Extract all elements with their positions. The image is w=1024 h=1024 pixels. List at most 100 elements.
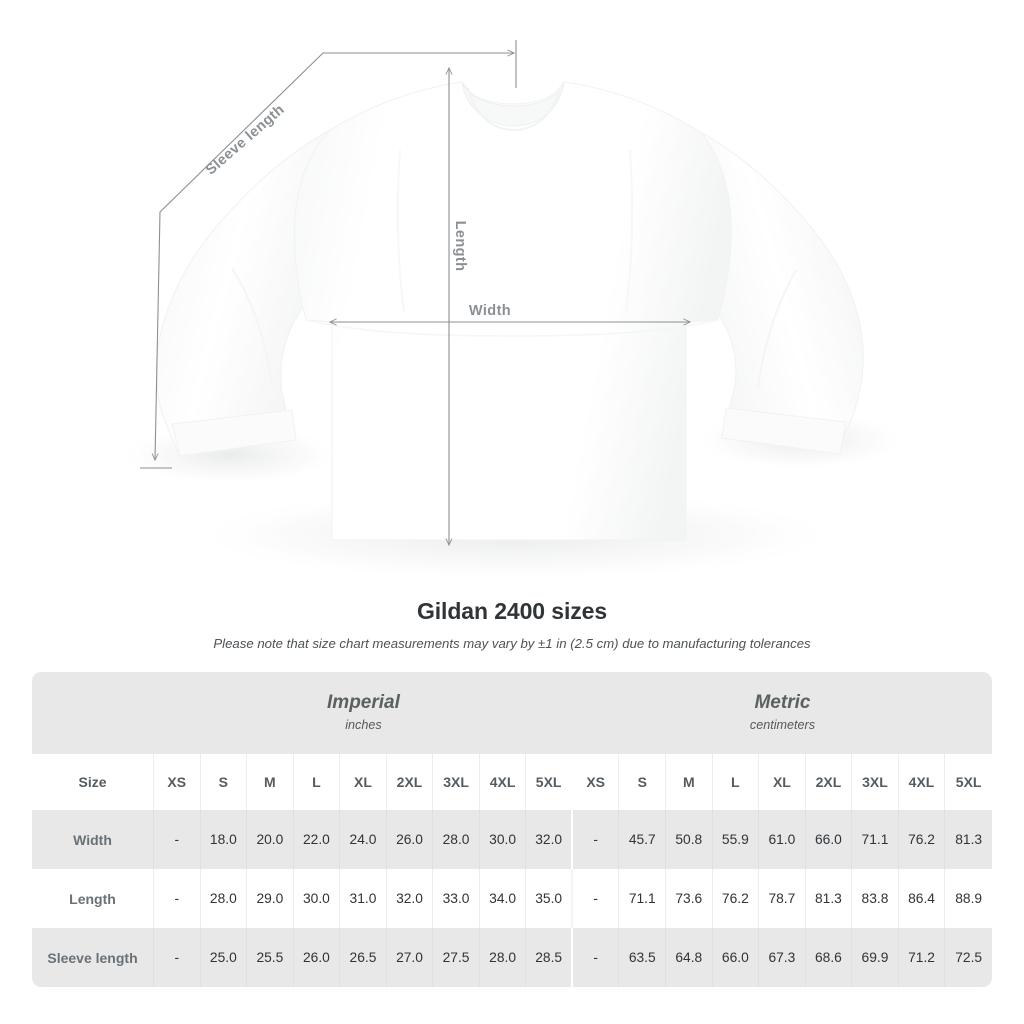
cell-sleeve-metric-5xl: 72.5 <box>945 928 992 987</box>
shirt-graphic <box>155 81 864 541</box>
cell-sleeve-metric-3xl: 69.9 <box>852 928 899 987</box>
cell-width-metric-m: 50.8 <box>666 810 713 869</box>
cell-length-imperial-2xl: 32.0 <box>386 869 434 928</box>
cell-width-imperial-l: 22.0 <box>293 810 341 869</box>
cell-length-imperial-s: 28.0 <box>200 869 248 928</box>
row-label-width: Width <box>32 810 154 869</box>
collar-inner-line <box>467 87 561 132</box>
cell-length-imperial-4xl: 34.0 <box>479 869 527 928</box>
row-label-sleeve-length: Sleeve length <box>32 928 154 987</box>
size-chart-table: Imperial inches Metric centimeters Size … <box>32 672 992 987</box>
size-header-row: Size XS S M L XL 2XL 3XL 4XL 5XL XS S M … <box>32 754 992 810</box>
fold-right <box>625 149 634 313</box>
column-header-metric-2xl: 2XL <box>805 754 853 810</box>
cell-length-metric-l: 76.2 <box>712 869 760 928</box>
fold-left <box>396 149 405 313</box>
table-row: Length - 28.0 29.0 30.0 31.0 32.0 33.0 3… <box>32 869 992 928</box>
cell-width-imperial-3xl: 28.0 <box>433 810 480 869</box>
cell-sleeve-metric-2xl: 68.6 <box>805 928 853 987</box>
cell-width-imperial-xs: - <box>154 810 201 869</box>
column-header-imperial-xl: XL <box>340 754 387 810</box>
cell-sleeve-metric-xl: 67.3 <box>759 928 806 987</box>
column-header-metric-m: M <box>666 754 713 810</box>
cell-width-metric-xs: - <box>572 810 620 869</box>
size-chart-table-wrapper: Imperial inches Metric centimeters Size … <box>32 672 992 987</box>
fold-sleeve-right <box>757 269 797 389</box>
column-header-size: Size <box>32 754 154 810</box>
tolerance-note: Please note that size chart measurements… <box>213 636 811 651</box>
table-head: Imperial inches Metric centimeters Size … <box>32 672 992 810</box>
shirt-diagram-svg: Sleeve length Length Width <box>120 40 905 580</box>
unit-group-imperial-name: Imperial <box>327 692 400 713</box>
table-row: Width - 18.0 20.0 22.0 24.0 26.0 28.0 30… <box>32 810 992 869</box>
cell-width-metric-2xl: 66.0 <box>805 810 853 869</box>
column-header-metric-3xl: 3XL <box>852 754 899 810</box>
cell-length-metric-5xl: 88.9 <box>945 869 992 928</box>
cell-sleeve-imperial-5xl: 28.5 <box>526 928 573 987</box>
cell-length-imperial-xl: 31.0 <box>340 869 387 928</box>
cell-length-imperial-l: 30.0 <box>293 869 341 928</box>
cell-length-imperial-xs: - <box>154 869 201 928</box>
cell-sleeve-metric-4xl: 71.2 <box>898 928 946 987</box>
column-header-imperial-xs: XS <box>154 754 201 810</box>
cell-sleeve-imperial-m: 25.5 <box>247 928 294 987</box>
column-header-metric-xs: XS <box>572 754 620 810</box>
unit-group-imperial-sub: inches <box>345 718 382 732</box>
column-header-imperial-s: S <box>200 754 248 810</box>
cell-length-imperial-5xl: 35.0 <box>526 869 573 928</box>
cell-width-imperial-s: 18.0 <box>200 810 248 869</box>
unit-group-metric-sub: centimeters <box>749 718 815 732</box>
cell-sleeve-metric-s: 63.5 <box>619 928 667 987</box>
cell-sleeve-imperial-l: 26.0 <box>293 928 341 987</box>
cell-length-metric-xl: 78.7 <box>759 869 806 928</box>
width-label: Width <box>469 303 511 319</box>
cell-width-imperial-m: 20.0 <box>247 810 294 869</box>
cell-sleeve-imperial-xl: 26.5 <box>340 928 387 987</box>
column-header-metric-5xl: 5XL <box>945 754 992 810</box>
cell-length-metric-m: 73.6 <box>666 869 713 928</box>
cell-length-metric-s: 71.1 <box>619 869 667 928</box>
cell-sleeve-metric-l: 66.0 <box>712 928 760 987</box>
collar <box>461 81 565 127</box>
table-body: Width - 18.0 20.0 22.0 24.0 26.0 28.0 30… <box>32 810 992 987</box>
cell-length-metric-2xl: 81.3 <box>805 869 853 928</box>
unit-group-imperial: Imperial inches <box>154 672 573 754</box>
column-header-imperial-m: M <box>247 754 294 810</box>
cell-length-metric-4xl: 86.4 <box>898 869 946 928</box>
cell-width-metric-3xl: 71.1 <box>852 810 899 869</box>
cell-width-metric-4xl: 76.2 <box>898 810 946 869</box>
row-label-length: Length <box>32 869 154 928</box>
cell-width-metric-s: 45.7 <box>619 810 667 869</box>
cell-width-imperial-5xl: 32.0 <box>526 810 573 869</box>
cell-width-imperial-xl: 24.0 <box>340 810 387 869</box>
column-header-metric-4xl: 4XL <box>898 754 946 810</box>
left-cuff <box>171 409 297 457</box>
cell-width-metric-xl: 61.0 <box>759 810 806 869</box>
unit-group-metric: Metric centimeters <box>572 672 992 754</box>
product-illustration: Sleeve length Length Width <box>120 40 905 580</box>
cell-length-imperial-m: 29.0 <box>247 869 294 928</box>
title-block: Gildan 2400 sizes Please note that size … <box>0 596 1024 652</box>
cell-length-imperial-3xl: 33.0 <box>433 869 480 928</box>
cell-sleeve-metric-m: 64.8 <box>666 928 713 987</box>
right-cuff <box>721 407 847 455</box>
cell-width-metric-5xl: 81.3 <box>945 810 992 869</box>
fold-sleeve-left <box>231 267 273 387</box>
column-header-metric-xl: XL <box>759 754 806 810</box>
fold-chest <box>305 319 719 337</box>
cell-length-metric-3xl: 83.8 <box>852 869 899 928</box>
unit-group-row: Imperial inches Metric centimeters <box>32 672 992 754</box>
column-header-imperial-l: L <box>293 754 341 810</box>
cell-sleeve-imperial-3xl: 27.5 <box>433 928 480 987</box>
cell-width-metric-l: 55.9 <box>712 810 760 869</box>
cell-width-imperial-2xl: 26.0 <box>386 810 434 869</box>
cell-sleeve-imperial-2xl: 27.0 <box>386 928 434 987</box>
cell-sleeve-metric-xs: - <box>572 928 620 987</box>
unit-group-metric-name: Metric <box>754 692 811 713</box>
cell-sleeve-imperial-xs: - <box>154 928 201 987</box>
column-header-imperial-4xl: 4XL <box>479 754 527 810</box>
column-header-imperial-3xl: 3XL <box>433 754 480 810</box>
shirt-body <box>293 81 732 541</box>
column-header-metric-s: S <box>619 754 667 810</box>
sleeve-length-label: Sleeve length <box>203 102 288 179</box>
